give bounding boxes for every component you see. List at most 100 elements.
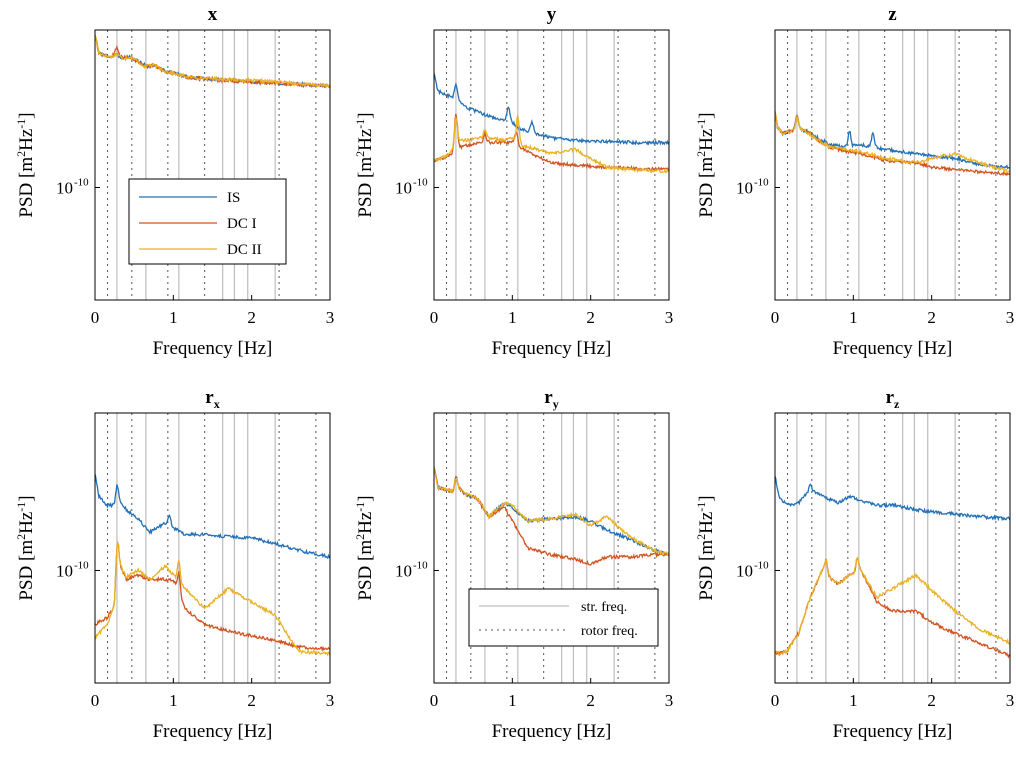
subplot-title: rx <box>205 387 219 411</box>
legend-label: DC I <box>227 216 257 232</box>
series-line-is <box>95 474 330 560</box>
x-tick-label: 0 <box>91 691 100 710</box>
y-axis-label-sup2: -1 <box>14 502 28 512</box>
y-tick-label: 10 <box>395 179 412 198</box>
series-line-dc-i <box>775 111 1010 177</box>
subplot-title-subscript: y <box>553 397 559 411</box>
y-axis-label-sup1: 2 <box>14 534 28 540</box>
series-group <box>95 35 330 89</box>
y-axis-label-sup1: 2 <box>353 151 367 157</box>
series-group <box>434 467 669 566</box>
x-tick-label: 3 <box>1006 308 1015 327</box>
y-axis-label-sup2: -1 <box>353 502 367 512</box>
x-axis-label: Frequency [Hz] <box>492 338 612 359</box>
y-tick-base: 10 <box>736 179 753 198</box>
legend-label: rotor freq. <box>581 624 638 639</box>
series-line-dc-i <box>775 557 1010 659</box>
y-tick-exponent: -10 <box>754 177 769 189</box>
y-tick-exponent: -10 <box>413 177 428 189</box>
subplot-title-main: y <box>547 4 557 25</box>
x-tick-label: 2 <box>586 691 595 710</box>
subplot-title: ry <box>544 387 558 411</box>
x-tick-label: 2 <box>247 691 256 710</box>
x-tick-label: 0 <box>430 691 439 710</box>
y-axis-label-pre: PSD [m <box>355 157 376 218</box>
series-line-is <box>434 467 669 556</box>
y-tick-label: 10 <box>736 179 753 198</box>
subplot-title: y <box>547 4 557 25</box>
series-legend: IS DC I DC II <box>128 178 287 265</box>
y-axis-label-pre: PSD [m <box>696 540 717 601</box>
y-axis-label: PSD [m2Hz-1] <box>353 112 376 217</box>
y-axis-label-mid: Hz <box>355 129 376 151</box>
y-axis-label-pre: PSD [m <box>696 157 717 218</box>
series-line-dc-ii <box>434 467 669 556</box>
y-axis-label-pre: PSD [m <box>16 157 37 218</box>
y-tick-base: 10 <box>395 562 412 581</box>
y-tick-exponent: -10 <box>74 560 89 572</box>
y-axis-label-mid: Hz <box>696 129 717 151</box>
y-axis-label: PSD [m2Hz-1] <box>694 112 717 217</box>
series-group <box>775 476 1010 659</box>
series-group <box>775 111 1010 177</box>
x-axis-label: Frequency [Hz] <box>492 721 612 742</box>
y-axis-label-post: ] <box>16 495 37 501</box>
y-tick-label: 10 <box>56 562 73 581</box>
axes-frame <box>433 412 670 684</box>
series-line-dc-ii <box>434 115 669 174</box>
subplot-title-main: r <box>205 387 214 408</box>
series-line-dc-ii <box>775 556 1010 656</box>
y-axis-label-sup1: 2 <box>14 151 28 157</box>
y-axis-label-mid: Hz <box>16 129 37 151</box>
reference-legend: str. freq. rotor freq. <box>468 588 659 647</box>
legend-label: str. freq. <box>581 600 627 615</box>
y-axis-label: PSD [m2Hz-1] <box>14 112 37 217</box>
x-tick-label: 3 <box>1006 691 1015 710</box>
y-axis-label-sup2: -1 <box>353 119 367 129</box>
x-tick-label: 2 <box>927 691 936 710</box>
y-tick-label: 10 <box>395 562 412 581</box>
axes-frame <box>774 412 1011 684</box>
y-axis-label-mid: Hz <box>355 512 376 534</box>
y-axis-label: PSD [m2Hz-1] <box>353 495 376 600</box>
y-tick-base: 10 <box>56 562 73 581</box>
x-tick-label: 0 <box>771 308 780 327</box>
series-line-dc-i <box>434 113 669 173</box>
subplot-title-subscript: x <box>214 397 220 411</box>
y-axis-label-sup2: -1 <box>694 502 708 512</box>
y-axis-label-sup1: 2 <box>353 534 367 540</box>
series-group <box>95 474 330 657</box>
series-line-is <box>434 73 669 146</box>
x-tick-label: 0 <box>771 691 780 710</box>
y-axis-label-sup1: 2 <box>694 151 708 157</box>
x-tick-label: 1 <box>169 308 178 327</box>
subplot-title-main: r <box>544 387 553 408</box>
legend-box <box>468 588 659 647</box>
y-axis-label-mid: Hz <box>696 512 717 534</box>
x-tick-label: 3 <box>665 308 674 327</box>
y-axis-label-post: ] <box>696 495 717 501</box>
y-tick-exponent: -10 <box>754 560 769 572</box>
subplot-title-subscript: z <box>894 397 900 411</box>
y-tick-exponent: -10 <box>74 177 89 189</box>
y-axis-label-mid: Hz <box>16 512 37 534</box>
legend-label: IS <box>227 190 240 206</box>
subplot-title: x <box>208 4 218 25</box>
y-tick-label: 10 <box>56 179 73 198</box>
y-axis-label-pre: PSD [m <box>16 540 37 601</box>
subplot-title-main: r <box>886 387 895 408</box>
x-axis-label: Frequency [Hz] <box>833 338 953 359</box>
subplot-title-main: z <box>888 4 897 25</box>
axes-frame <box>433 29 670 301</box>
axes-frame <box>774 29 1011 301</box>
y-axis-label-post: ] <box>355 112 376 118</box>
x-tick-label: 1 <box>508 308 517 327</box>
x-tick-label: 2 <box>927 308 936 327</box>
legend-label: DC II <box>227 242 262 258</box>
y-axis-label-post: ] <box>16 112 37 118</box>
x-tick-label: 3 <box>326 691 335 710</box>
y-axis-label: PSD [m2Hz-1] <box>694 495 717 600</box>
series-line-dc-i <box>95 542 330 652</box>
